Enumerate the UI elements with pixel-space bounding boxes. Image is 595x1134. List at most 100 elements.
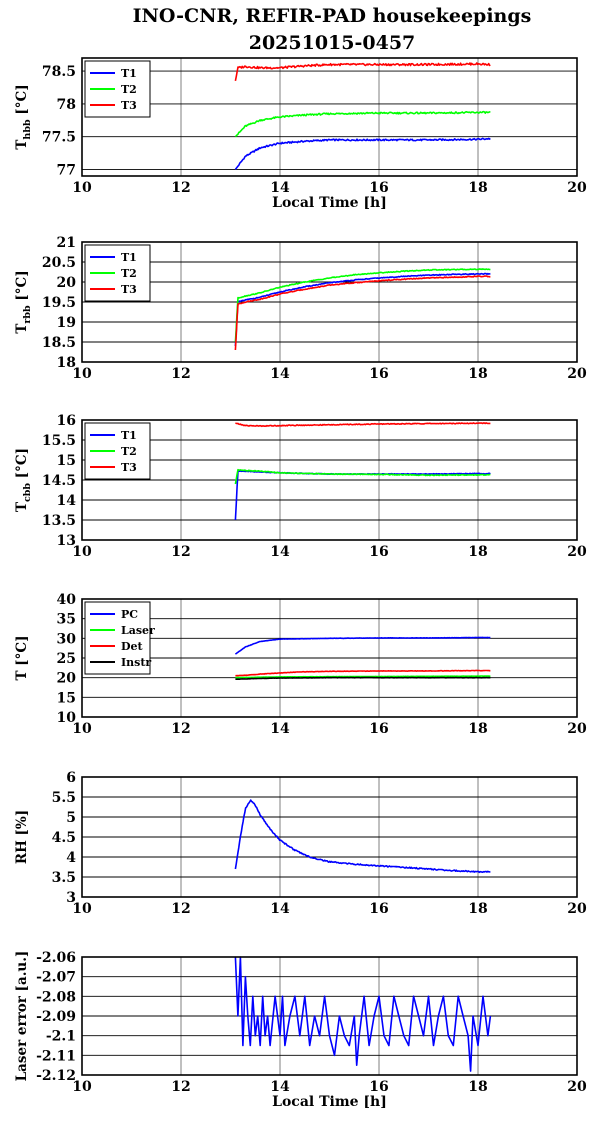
series-line-pc bbox=[234, 636, 491, 655]
y-axis-label-main: Laser error [a.u.] bbox=[14, 951, 30, 1082]
series-line-t3 bbox=[234, 275, 491, 351]
y-tick-label: 13.5 bbox=[42, 513, 76, 529]
legend-entry: Laser bbox=[121, 624, 155, 637]
x-tick-label: 18 bbox=[468, 901, 487, 917]
panel-3: 13 13.5 14 14.5 15 15.5 16 10 12 14 16 18 20 Tcbb [°C… bbox=[14, 413, 587, 560]
legend-entry: T3 bbox=[121, 461, 137, 474]
figure-title-line1: INO-CNR, REFIR-PAD housekeepings bbox=[133, 5, 532, 27]
y-tick-label: 14.5 bbox=[42, 473, 76, 489]
legend-entry: PC bbox=[121, 608, 138, 621]
y-tick-label: 4 bbox=[66, 850, 76, 866]
x-tick-label: 14 bbox=[270, 366, 290, 382]
panel-4: 10 15 20 25 30 35 40 10 12 14 16 18 20 T [°C] PC Laser D… bbox=[14, 592, 587, 737]
x-tick-label: 20 bbox=[567, 1079, 587, 1095]
x-tick-label: 14 bbox=[270, 544, 290, 560]
y-axis-label-sub: cbb bbox=[22, 483, 33, 502]
y-tick-label: -2.09 bbox=[36, 1009, 76, 1025]
y-axis-label-main: T bbox=[14, 324, 30, 334]
x-tick-label: 18 bbox=[468, 721, 487, 737]
series-line-data bbox=[234, 799, 491, 874]
y-tick-label: -2.1 bbox=[46, 1029, 76, 1045]
legend-entry: T3 bbox=[121, 99, 137, 112]
figure-title-line2: 20251015-0457 bbox=[249, 32, 416, 54]
x-tick-label: 14 bbox=[270, 721, 290, 737]
y-axis-label-unit: [°C] bbox=[14, 270, 30, 305]
y-tick-label: 77 bbox=[57, 162, 76, 178]
legend-entry: T3 bbox=[121, 283, 137, 296]
y-tick-label: -2.11 bbox=[36, 1048, 76, 1064]
series-line-t2 bbox=[234, 268, 491, 343]
legend: T1 T2 T3 bbox=[84, 244, 151, 302]
y-tick-label: -2.06 bbox=[36, 950, 76, 966]
legend-entry: Det bbox=[121, 640, 144, 653]
legend-entry: Instr bbox=[121, 656, 151, 669]
plot-frame bbox=[81, 776, 578, 898]
x-tick-label: 18 bbox=[468, 1079, 487, 1095]
x-tick-label: 20 bbox=[567, 901, 587, 917]
x-tick-label: 18 bbox=[468, 180, 487, 196]
legend-box bbox=[84, 422, 151, 480]
y-tick-label: 3.5 bbox=[52, 870, 76, 886]
legend: T1 T2 T3 bbox=[84, 422, 151, 480]
y-tick-label: 78.5 bbox=[42, 64, 76, 80]
y-axis-label-sub: hbb bbox=[22, 119, 33, 140]
y-tick-label: 14 bbox=[57, 493, 77, 509]
series-line-t3 bbox=[234, 62, 491, 82]
y-tick-label: -2.07 bbox=[36, 970, 76, 986]
legend-entry: T1 bbox=[121, 67, 137, 80]
y-tick-label: 20 bbox=[57, 275, 77, 291]
plot-frame bbox=[81, 241, 578, 363]
y-axis-label: T [°C] bbox=[14, 635, 30, 680]
x-tick-label: 12 bbox=[171, 721, 190, 737]
x-tick-label: 12 bbox=[171, 366, 190, 382]
y-tick-label: 19.5 bbox=[42, 295, 76, 311]
y-tick-label: 10 bbox=[57, 710, 77, 726]
x-axis-label: Local Time [h] bbox=[272, 1094, 387, 1110]
y-tick-label: 5 bbox=[66, 810, 76, 826]
plot-frame bbox=[81, 57, 578, 177]
x-axis-label: Local Time [h] bbox=[272, 195, 387, 211]
x-tick-label: 18 bbox=[468, 544, 487, 560]
x-tick-label: 14 bbox=[270, 180, 290, 196]
series-line-data bbox=[234, 956, 492, 1072]
x-tick-label: 10 bbox=[72, 721, 92, 737]
y-tick-label: 25 bbox=[57, 651, 76, 667]
y-tick-label: 5.5 bbox=[52, 790, 76, 806]
legend: PC Laser Det Instr bbox=[84, 601, 155, 675]
y-axis-label-unit: [°C] bbox=[14, 635, 30, 670]
series-line-laser bbox=[235, 675, 491, 679]
y-tick-label: 15 bbox=[57, 690, 76, 706]
y-axis-label-unit: [°C] bbox=[14, 448, 30, 483]
panel-1: 77 77.5 78 78.5 10 12 14 16 18 20 Local Time [h] Th… bbox=[14, 57, 587, 211]
x-tick-label: 12 bbox=[171, 1079, 190, 1095]
x-tick-label: 20 bbox=[567, 544, 587, 560]
x-tick-label: 12 bbox=[171, 544, 190, 560]
legend-entry: T2 bbox=[121, 267, 137, 280]
y-axis-label: RH [%] bbox=[14, 810, 30, 864]
series-line-t2 bbox=[234, 468, 491, 485]
x-tick-label: 20 bbox=[567, 180, 587, 196]
plot-frame bbox=[81, 598, 578, 718]
y-tick-label: 20 bbox=[57, 671, 77, 687]
y-tick-label: 4.5 bbox=[52, 830, 76, 846]
x-tick-label: 14 bbox=[270, 1079, 290, 1095]
y-tick-label: 15 bbox=[57, 453, 76, 469]
y-tick-label: 6 bbox=[66, 770, 76, 786]
x-tick-label: 20 bbox=[567, 366, 587, 382]
y-tick-label: 18 bbox=[57, 355, 76, 371]
panel-2: 18 18.5 19 19.5 20 20.5 21 10 12 14 16 18 20 Trbb [°C… bbox=[14, 235, 587, 382]
x-tick-label: 10 bbox=[72, 180, 92, 196]
legend-entry: T1 bbox=[121, 251, 137, 264]
y-axis-label: Trbb [°C] bbox=[14, 270, 33, 333]
y-tick-label: 30 bbox=[57, 631, 77, 647]
y-tick-label: 3 bbox=[66, 890, 76, 906]
x-tick-label: 16 bbox=[369, 366, 388, 382]
x-tick-label: 12 bbox=[171, 901, 190, 917]
x-tick-label: 10 bbox=[72, 544, 92, 560]
plot-frame bbox=[81, 419, 578, 541]
y-axis-label-unit: [°C] bbox=[14, 84, 30, 119]
y-tick-label: 19 bbox=[57, 315, 76, 331]
y-tick-label: 18.5 bbox=[42, 335, 76, 351]
x-tick-label: 12 bbox=[171, 180, 190, 196]
